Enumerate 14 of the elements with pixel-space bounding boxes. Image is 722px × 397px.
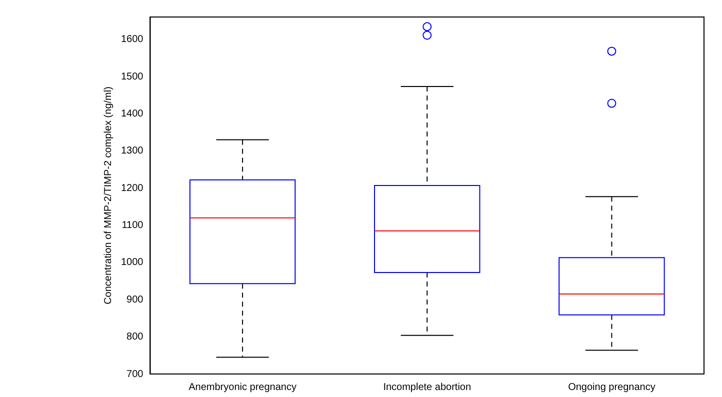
x-tick-label: Incomplete abortion	[383, 382, 472, 393]
y-tick-label: 700	[126, 368, 144, 380]
x-tick-label: Anembryonic pregnancy	[188, 382, 296, 393]
y-tick-label: 1400	[120, 108, 144, 120]
y-tick-label: 1200	[120, 182, 144, 194]
y-tick-label: 1600	[120, 34, 144, 46]
y-tick-label: 1100	[122, 220, 144, 231]
y-tick-label: 1500	[120, 71, 144, 82]
y-tick-label: 1000	[120, 257, 144, 268]
y-tick-label: 1300	[120, 146, 144, 157]
x-tick-label: Ongoing pregnancy	[568, 382, 656, 393]
y-tick-label: 900	[126, 294, 144, 306]
y-axis-title: Concentration of MMP-2/TIMP-2 complex (ng/ml)	[102, 86, 114, 304]
y-tick-label: 800	[126, 332, 144, 343]
